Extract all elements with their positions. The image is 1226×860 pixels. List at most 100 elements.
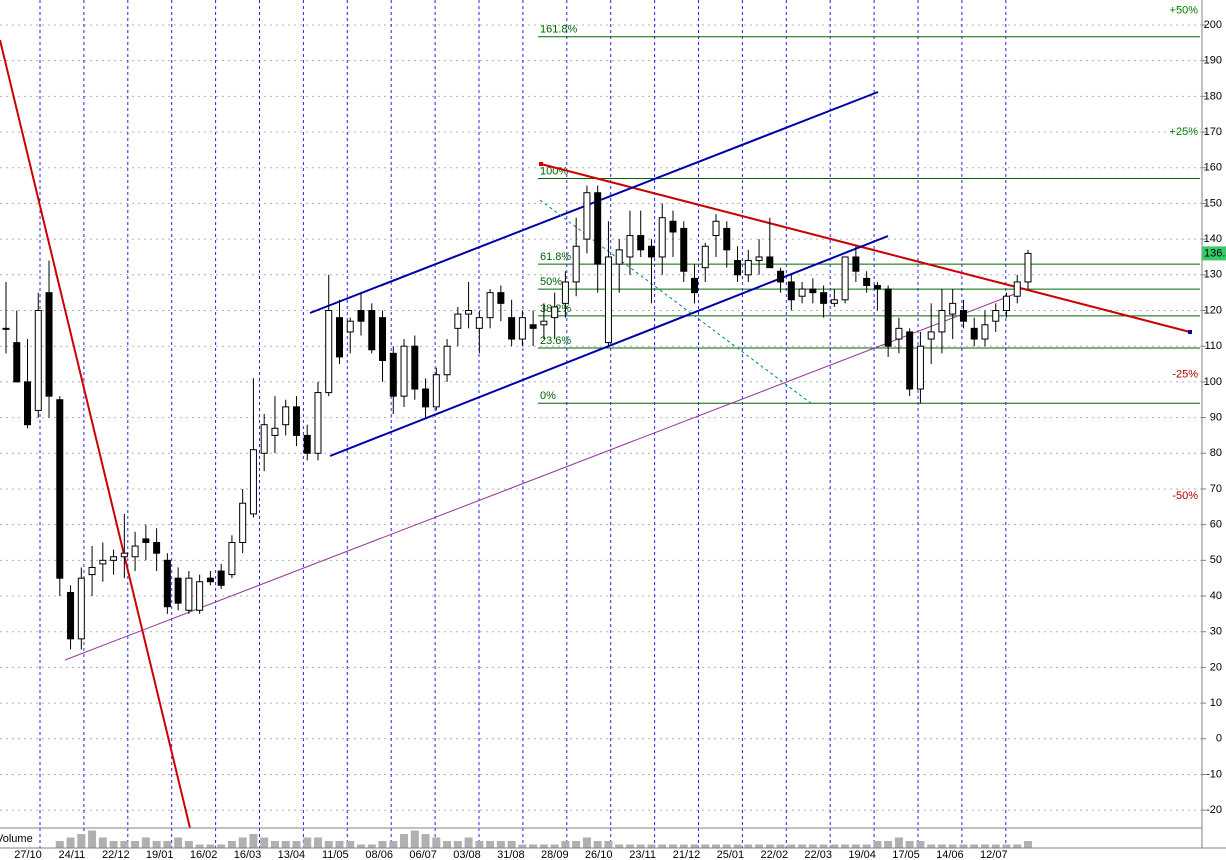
candle-body: [400, 345, 408, 397]
x-tick-label: 16/02: [190, 849, 218, 860]
y-tick-label: 160: [1204, 162, 1222, 174]
y-tick-label: 150: [1204, 197, 1222, 209]
candle-body: [174, 577, 182, 604]
candle-body: [906, 331, 914, 390]
y-tick-label: 140: [1204, 233, 1222, 245]
volume-bar: [679, 844, 688, 848]
candle-body: [24, 381, 32, 426]
volume-bar: [830, 844, 839, 848]
volume-bar: [658, 844, 667, 848]
candle-body: [465, 310, 473, 315]
candle-body: [325, 310, 333, 394]
x-tick-label: 26/10: [585, 849, 613, 860]
y-tick-label: 20: [1210, 661, 1222, 673]
candle-body: [949, 302, 957, 315]
volume-bar: [905, 841, 914, 848]
candle-body: [217, 570, 225, 586]
candle-body: [99, 559, 107, 565]
candle-body: [970, 327, 978, 340]
percent-label: +50%: [1170, 5, 1199, 17]
candle-body: [787, 281, 795, 301]
candle-body: [206, 577, 214, 583]
volume-bar: [77, 834, 86, 848]
volume-bar: [787, 844, 796, 848]
candle-body: [669, 220, 677, 233]
volume-bar: [582, 837, 591, 848]
volume-bar: [98, 837, 107, 848]
candle-body: [163, 559, 171, 608]
x-tick-label: 16/03: [234, 849, 262, 860]
volume-bar: [1002, 844, 1011, 848]
volume-bar: [335, 841, 344, 848]
volume-bar: [776, 844, 785, 848]
candle-body: [916, 345, 924, 390]
candle-body: [411, 345, 419, 390]
x-tick-label: 22/12: [102, 849, 130, 860]
volume-bar: [604, 841, 613, 848]
x-tick-label: 27/10: [14, 849, 42, 860]
volume-bar: [421, 834, 430, 848]
volume-bar: [55, 841, 64, 848]
percent-label: +25%: [1170, 126, 1199, 138]
volume-bar: [808, 844, 817, 848]
volume-bar: [292, 841, 301, 848]
candle-body: [56, 399, 64, 579]
last-price-box: [1202, 246, 1226, 261]
candle-body: [346, 320, 354, 333]
candle-body: [443, 345, 451, 376]
channel-line: [329, 235, 889, 457]
volume-bar: [410, 830, 419, 848]
support-line: [64, 291, 1021, 661]
volume-bar: [400, 834, 409, 848]
volume-bar: [174, 837, 183, 848]
volume-bar: [238, 837, 247, 848]
x-tick-label: 23/11: [629, 849, 656, 860]
candle-body: [1013, 281, 1021, 297]
volume-bar: [120, 841, 129, 848]
candle-body: [841, 256, 849, 301]
fib-label: 61.8%: [540, 251, 571, 263]
candle-body: [927, 331, 935, 340]
volume-bar: [281, 841, 290, 848]
x-tick-label: 28/09: [541, 849, 569, 860]
annotations: 161.8%100%61.8%50%38.2%23.6%0%+50%+25%-2…: [538, 5, 1200, 502]
volume-bar: [819, 844, 828, 848]
candle-body: [744, 260, 752, 276]
candle-body: [475, 317, 483, 329]
candle-body: [260, 424, 268, 454]
candle-body: [583, 192, 591, 240]
candle-body: [303, 434, 311, 454]
volume-bar: [131, 841, 140, 848]
y-tick-label: 80: [1210, 447, 1222, 459]
candle-body: [701, 245, 709, 269]
volume-bar: [765, 844, 774, 848]
fib-label: 23.6%: [540, 335, 571, 347]
fib-label: 0%: [540, 390, 556, 402]
volume-bar: [357, 844, 366, 848]
candle-body: [820, 292, 828, 304]
volume-bar: [529, 844, 538, 848]
volume-bar: [991, 844, 1000, 848]
candle-body: [34, 310, 42, 411]
candle-body: [508, 317, 516, 340]
y-tick-label: 170: [1204, 126, 1222, 138]
candle-body: [13, 342, 21, 383]
channel-line: [309, 91, 879, 314]
volume-bar: [755, 844, 764, 848]
candle-body: [454, 313, 462, 329]
candle-body: [863, 277, 871, 287]
volume-bar: [970, 844, 979, 848]
volume-bar: [389, 841, 398, 848]
volume-bar: [873, 841, 882, 848]
volume-bar: [496, 841, 505, 848]
volume-bar: [378, 841, 387, 848]
volume-bar: [980, 844, 989, 848]
candle-body: [680, 227, 688, 272]
y-tick-label: 130: [1204, 269, 1222, 281]
candle-body: [658, 217, 666, 258]
candle-body: [798, 288, 806, 297]
candle-body: [368, 310, 376, 351]
candle-body: [594, 192, 602, 265]
y-tick-label: 70: [1210, 483, 1222, 495]
y-tick-label: -10: [1206, 768, 1222, 780]
